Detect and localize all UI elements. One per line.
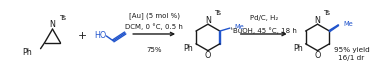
Text: N: N xyxy=(50,20,56,29)
Text: O: O xyxy=(314,51,321,60)
Text: ᵗBuOH, 45 °C, 18 h: ᵗBuOH, 45 °C, 18 h xyxy=(231,27,297,34)
Text: +: + xyxy=(78,31,87,41)
Polygon shape xyxy=(330,25,338,32)
Text: 95% yield: 95% yield xyxy=(333,47,369,53)
Text: 16/1 dr: 16/1 dr xyxy=(338,55,364,61)
Text: Me: Me xyxy=(235,24,245,30)
Text: DCM, 0 °C, 0.5 h: DCM, 0 °C, 0.5 h xyxy=(125,23,183,30)
Text: Ph: Ph xyxy=(22,48,32,57)
Text: O: O xyxy=(205,51,211,60)
Text: Ph: Ph xyxy=(293,44,302,53)
Text: Pd/C, H₂: Pd/C, H₂ xyxy=(249,15,278,21)
Text: Ts: Ts xyxy=(214,10,221,16)
Text: Ts: Ts xyxy=(59,15,67,21)
Text: Ts: Ts xyxy=(324,10,330,16)
Text: HO: HO xyxy=(94,31,107,40)
Text: Ph: Ph xyxy=(183,44,193,53)
Text: 75%: 75% xyxy=(146,47,162,53)
Text: N: N xyxy=(205,16,211,25)
Text: [Au] (5 mol %): [Au] (5 mol %) xyxy=(129,12,180,19)
Text: N: N xyxy=(314,16,321,25)
Text: Me: Me xyxy=(344,21,353,27)
